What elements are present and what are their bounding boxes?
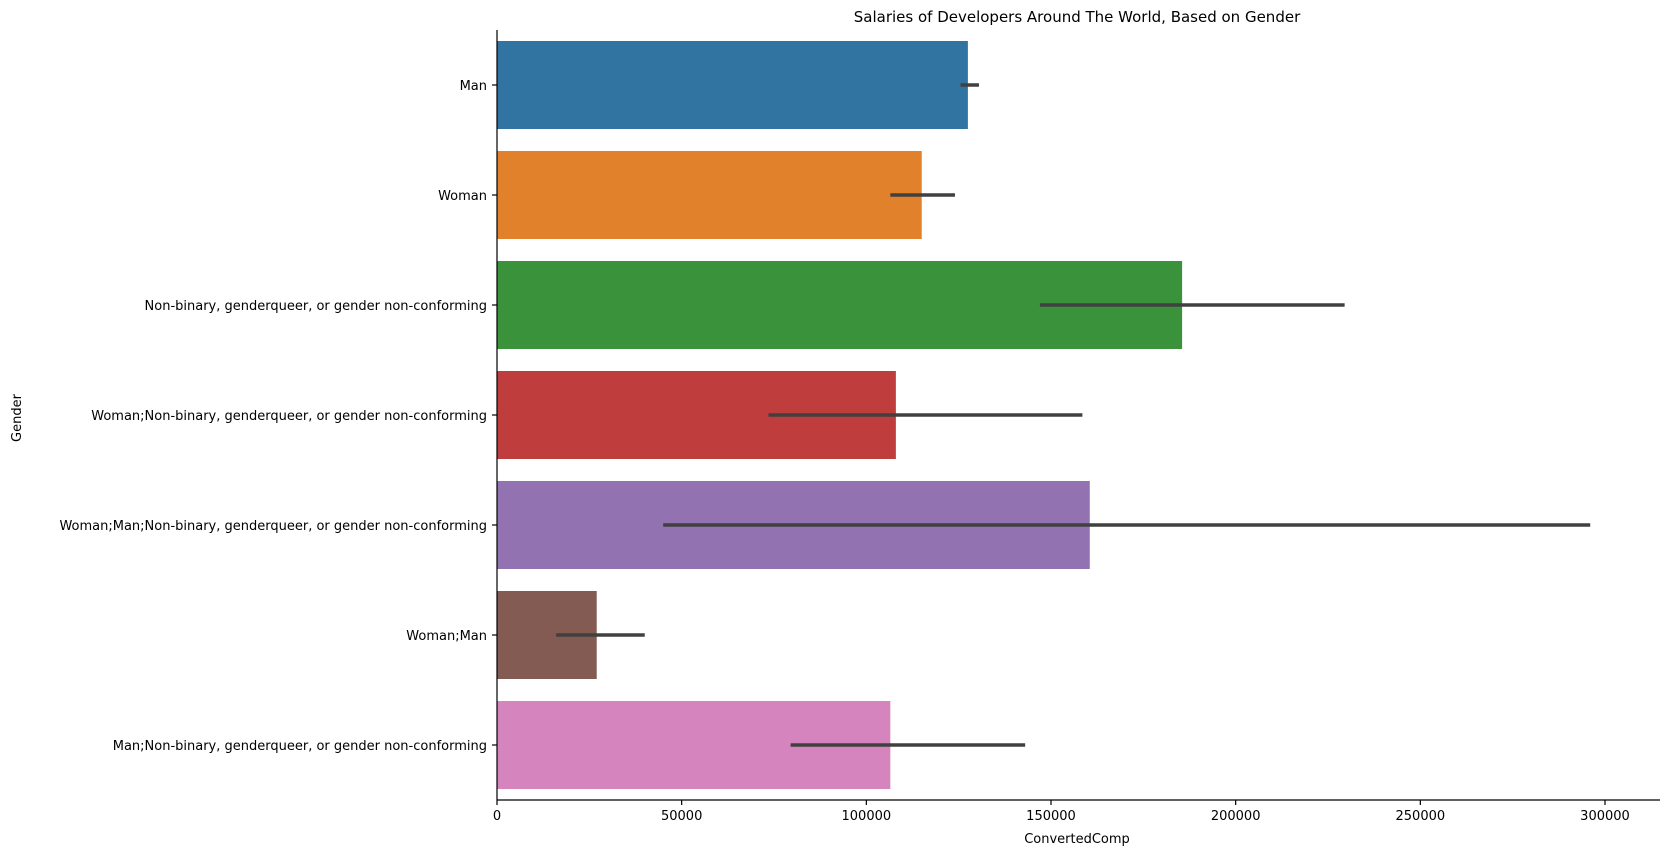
y-tick-label-4: Woman;Man;Non-binary, genderqueer, or ge… xyxy=(59,519,487,534)
x-tick-label-3: 150000 xyxy=(1026,809,1076,824)
y-tick-label-3: Woman;Non-binary, genderqueer, or gender… xyxy=(91,409,487,424)
x-tick-label-6: 300000 xyxy=(1580,809,1630,824)
y-axis-label: Gender xyxy=(10,393,25,442)
error-bars-layer xyxy=(556,83,1591,747)
y-tick-label-1: Woman xyxy=(438,189,487,204)
y-tick-label-0: Man xyxy=(460,79,487,94)
y-ticks-layer: Man Woman Non-binary, genderqueer, or gend… xyxy=(59,79,497,754)
x-tick-label-5: 250000 xyxy=(1396,809,1446,824)
x-tick-label-2: 100000 xyxy=(842,809,892,824)
chart-title: Salaries of Developers Around The World,… xyxy=(854,8,1301,26)
x-tick-label-0: 0 xyxy=(493,809,501,824)
y-tick-label-6: Man;Non-binary, genderqueer, or gender n… xyxy=(113,739,487,754)
y-tick-label-5: Woman;Man xyxy=(406,629,487,644)
x-tick-label-4: 200000 xyxy=(1211,809,1261,824)
y-tick-label-2: Non-binary, genderqueer, or gender non-c… xyxy=(145,299,487,314)
bar-1 xyxy=(497,151,922,239)
x-ticks-layer: 0 50000 100000 150000 200000 250000 300000 xyxy=(493,800,1630,824)
bar-0 xyxy=(497,41,968,129)
x-tick-label-1: 50000 xyxy=(661,809,702,824)
x-axis-label: ConvertedComp xyxy=(1024,832,1130,847)
